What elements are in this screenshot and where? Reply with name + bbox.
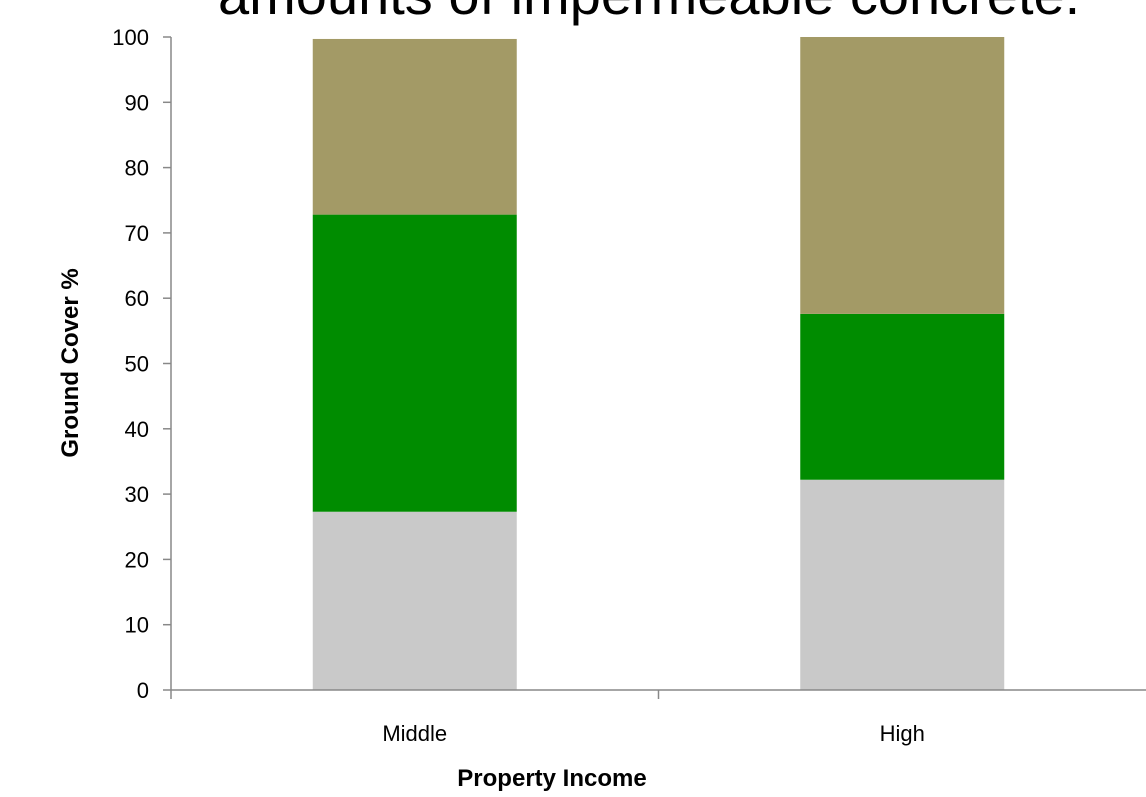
x-category-label-middle: Middle bbox=[382, 721, 447, 746]
y-tick-label: 30 bbox=[125, 482, 149, 507]
bar-segment-middle-1 bbox=[312, 511, 517, 690]
x-ticks: Middle High bbox=[170, 690, 925, 746]
y-tick-label: 90 bbox=[125, 90, 149, 115]
y-ticks: 0 10 20 30 40 50 60 70 80 90 100 bbox=[112, 25, 171, 703]
bars-layer bbox=[312, 37, 1005, 690]
y-tick-label: 50 bbox=[125, 352, 149, 377]
y-tick-label: 20 bbox=[125, 547, 149, 572]
bar-segment-high-3 bbox=[800, 37, 1005, 314]
y-tick-label: 100 bbox=[112, 25, 149, 50]
x-axis-title: Property Income bbox=[457, 765, 646, 792]
y-tick-label: 70 bbox=[125, 221, 149, 246]
y-tick-label: 40 bbox=[125, 417, 149, 442]
y-axis-title: Ground Cover % bbox=[57, 268, 84, 457]
y-tick-label: 10 bbox=[125, 613, 149, 638]
y-tick-label: 80 bbox=[125, 156, 149, 181]
chart-title: amounts of impermeable concrete. bbox=[218, 0, 1080, 27]
y-tick-label: 0 bbox=[137, 678, 149, 703]
bar-segment-middle-2 bbox=[312, 214, 517, 512]
bar-segment-high-2 bbox=[800, 313, 1005, 480]
bar-segment-high-1 bbox=[800, 479, 1005, 690]
x-category-label-high: High bbox=[880, 721, 925, 746]
y-tick-label: 60 bbox=[125, 286, 149, 311]
bar-segment-middle-3 bbox=[312, 38, 517, 215]
